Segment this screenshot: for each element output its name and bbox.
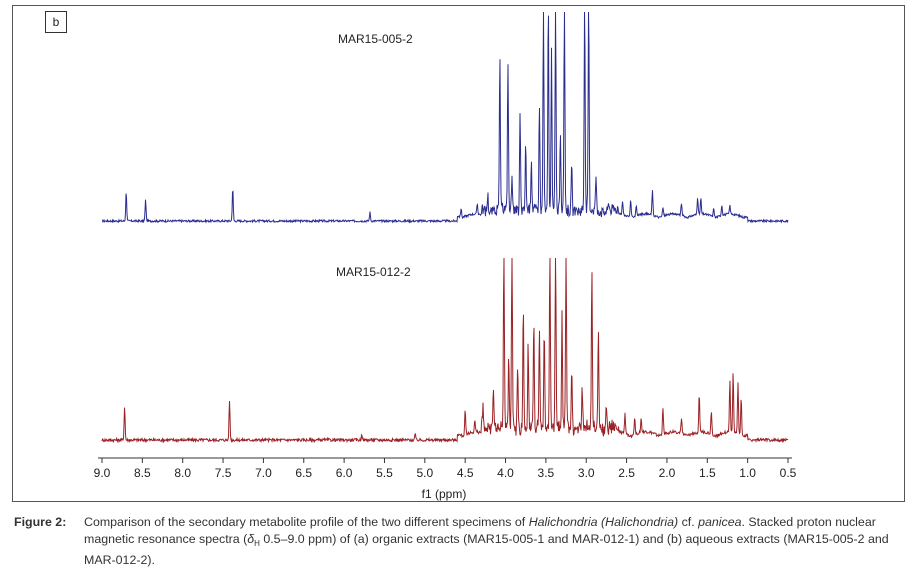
caption-species: panicea (698, 515, 742, 529)
nmr-chart: MAR15-005-2 MAR15-012-2 9.0 8.5 8.0 7.5 7.0 6… (94, 11, 797, 501)
x-tick-label: 4.5 (457, 466, 474, 480)
x-tick-label: 6.0 (336, 466, 353, 480)
caption-genus: Halichondria (Halichondria) (528, 515, 679, 529)
x-tick-label: 8.0 (174, 466, 191, 480)
spectrum-line-mar15-005-2 (101, 11, 789, 224)
x-axis-title: f1 (ppm) (422, 487, 467, 501)
x-tick-label: 6.5 (295, 466, 312, 480)
caption-text-3: . Stacked proton nuclear magnetic resona… (84, 515, 876, 546)
x-tick-label: 5.0 (416, 466, 433, 480)
caption-label: Figure 2: (14, 515, 67, 529)
caption-delta: δ (247, 532, 255, 546)
x-tick-label: 1.5 (699, 466, 716, 480)
x-tick-label: 4.0 (497, 466, 514, 480)
x-tick-label: 2.5 (618, 466, 635, 480)
caption-text-2: cf. (678, 515, 699, 529)
series-label-mar15-005-2: MAR15-005-2 (338, 32, 413, 46)
x-tick-label: 7.0 (255, 466, 272, 480)
x-tick-label: 2.0 (659, 466, 676, 480)
x-tick-label: 3.5 (538, 466, 555, 480)
x-axis-ticks: 9.0 8.5 8.0 7.5 7.0 6.5 6.0 5.5 5.0 4.5 4.0 3.5 3.0 2… (94, 458, 797, 480)
x-tick-label: 3.0 (578, 466, 595, 480)
x-tick-label: 5.5 (376, 466, 393, 480)
x-tick-label: 0.5 (780, 466, 797, 480)
caption-text-1: Comparison of the secondary metabolite p… (84, 515, 529, 529)
x-tick-label: 9.0 (94, 466, 111, 480)
spectrum-line-mar15-012-2 (101, 257, 789, 444)
caption-delta-sub: H (254, 539, 260, 548)
x-tick-label: 1.0 (739, 466, 756, 480)
caption-body: Comparison of the secondary metabolite p… (84, 514, 902, 569)
series-label-mar15-012-2: MAR15-012-2 (336, 265, 411, 279)
figure-frame (12, 5, 905, 502)
x-tick-label: 7.5 (215, 466, 232, 480)
x-tick-label: 8.5 (134, 466, 151, 480)
caption-text-4: 0.5–9.0 ppm) of (a) organic extracts (MA… (84, 532, 889, 567)
spectra-group (101, 11, 789, 444)
panel-label: b (45, 11, 67, 33)
